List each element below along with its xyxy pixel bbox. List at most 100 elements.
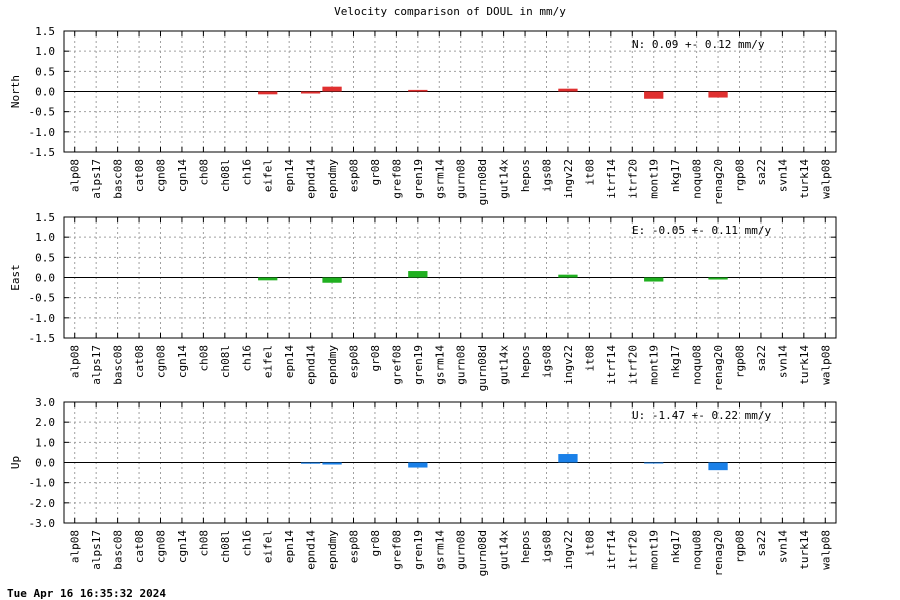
y-axis-label: Up bbox=[9, 456, 22, 469]
x-tick-label: gr08 bbox=[369, 530, 382, 557]
x-tick-label: basc08 bbox=[112, 530, 125, 570]
y-tick-label: 0.5 bbox=[35, 65, 55, 78]
y-tick-label: 0.0 bbox=[35, 272, 55, 285]
x-tick-label: gsrm14 bbox=[433, 345, 446, 385]
x-tick-label: eifel bbox=[262, 345, 275, 378]
y-tick-label: 1.0 bbox=[35, 231, 55, 244]
x-tick-label: turk14 bbox=[798, 530, 811, 570]
bar-mont19 bbox=[644, 277, 664, 282]
x-tick-label: epnd14 bbox=[305, 530, 318, 570]
x-tick-label: noqu08 bbox=[691, 345, 704, 385]
x-tick-label: basc08 bbox=[112, 159, 125, 199]
x-tick-label: nkg17 bbox=[669, 345, 682, 378]
x-tick-label: renag20 bbox=[712, 530, 725, 576]
x-tick-label: esp08 bbox=[348, 159, 361, 192]
x-tick-label: nkg17 bbox=[669, 159, 682, 192]
x-tick-label: cgn08 bbox=[155, 345, 168, 378]
x-tick-label: basc08 bbox=[112, 345, 125, 385]
bar-renag20 bbox=[708, 277, 728, 280]
plot-frame bbox=[63, 401, 837, 524]
x-tick-label: epnd14 bbox=[305, 159, 318, 199]
x-tick-label: gren19 bbox=[412, 159, 425, 199]
stats-annotation: N: 0.09 +- 0.12 mm/y bbox=[632, 38, 765, 51]
x-tick-label: epn14 bbox=[283, 159, 296, 192]
y-tick-label: -1.0 bbox=[29, 477, 56, 490]
x-tick-label: svn14 bbox=[776, 159, 789, 192]
x-tick-label: svn14 bbox=[776, 530, 789, 563]
x-tick-label: gut14x bbox=[498, 159, 511, 199]
bar-ingv22 bbox=[558, 274, 578, 278]
x-tick-label: igs08 bbox=[541, 530, 554, 563]
x-tick-label: sa22 bbox=[755, 345, 768, 372]
x-tick-label: cgn14 bbox=[176, 159, 189, 192]
x-tick-label: ch08 bbox=[197, 159, 210, 186]
x-tick-label: cat08 bbox=[133, 159, 146, 192]
x-tick-label: gut14x bbox=[498, 530, 511, 570]
x-tick-label: itrf20 bbox=[626, 159, 639, 199]
x-tick-label: noqu08 bbox=[691, 530, 704, 570]
x-tick-label: cgn08 bbox=[155, 159, 168, 192]
x-tick-label: igs08 bbox=[541, 345, 554, 378]
y-tick-label: 1.5 bbox=[35, 25, 55, 38]
timestamp-footer: Tue Apr 16 16:35:32 2024 bbox=[7, 587, 166, 600]
bar-gren19 bbox=[408, 462, 428, 468]
x-tick-label: rgp08 bbox=[734, 159, 747, 192]
x-tick-label: gren19 bbox=[412, 345, 425, 385]
x-tick-label: renag20 bbox=[712, 345, 725, 391]
x-tick-label: igs08 bbox=[541, 159, 554, 192]
x-tick-label: walp08 bbox=[819, 159, 832, 199]
x-tick-label: it08 bbox=[583, 530, 596, 557]
x-tick-label: epndmy bbox=[326, 159, 339, 199]
plot-frame bbox=[63, 216, 837, 339]
x-tick-label: itrf14 bbox=[605, 159, 618, 199]
x-tick-label: itrf14 bbox=[605, 530, 618, 570]
x-tick-label: ch08l bbox=[219, 530, 232, 563]
x-tick-label: epndmy bbox=[326, 530, 339, 570]
x-tick-label: gurn08d bbox=[476, 159, 489, 205]
x-tick-label: rgp08 bbox=[734, 530, 747, 563]
x-tick-label: gref08 bbox=[390, 345, 403, 385]
bar-eifel bbox=[258, 277, 278, 281]
x-tick-label: alps17 bbox=[90, 530, 103, 570]
x-tick-label: gurn08d bbox=[476, 345, 489, 391]
y-tick-label: 3.0 bbox=[35, 396, 55, 409]
x-tick-label: gsrm14 bbox=[433, 159, 446, 199]
x-tick-label: epn14 bbox=[283, 345, 296, 378]
y-tick-label: 0.5 bbox=[35, 251, 55, 264]
x-tick-label: cgn14 bbox=[176, 345, 189, 378]
y-tick-label: -1.5 bbox=[29, 332, 56, 345]
x-tick-label: gurn08 bbox=[455, 345, 468, 385]
x-tick-label: cgn08 bbox=[155, 530, 168, 563]
y-tick-label: 2.0 bbox=[35, 416, 55, 429]
x-tick-label: itrf20 bbox=[626, 530, 639, 570]
x-tick-label: itrf20 bbox=[626, 345, 639, 385]
x-tick-label: mont19 bbox=[648, 345, 661, 385]
x-tick-label: mont19 bbox=[648, 530, 661, 570]
x-tick-label: walp08 bbox=[819, 345, 832, 385]
bar-epndmy bbox=[322, 462, 342, 465]
x-tick-label: esp08 bbox=[348, 345, 361, 378]
x-tick-label: ch08 bbox=[197, 345, 210, 372]
bar-renag20 bbox=[708, 91, 728, 98]
x-tick-label: hepos bbox=[519, 159, 532, 192]
y-tick-label: 0.0 bbox=[35, 86, 55, 99]
y-tick-label: 1.0 bbox=[35, 436, 55, 449]
x-tick-label: gref08 bbox=[390, 530, 403, 570]
x-tick-label: sa22 bbox=[755, 530, 768, 557]
y-tick-label: -0.5 bbox=[29, 292, 56, 305]
x-tick-label: epnd14 bbox=[305, 345, 318, 385]
x-tick-label: alp08 bbox=[69, 530, 82, 563]
y-axis-label: East bbox=[9, 264, 22, 291]
bar-mont19 bbox=[644, 91, 664, 99]
x-tick-label: ingv22 bbox=[562, 530, 575, 570]
x-tick-label: ch08l bbox=[219, 345, 232, 378]
x-tick-label: rgp08 bbox=[734, 345, 747, 378]
bar-renag20 bbox=[708, 462, 728, 471]
x-tick-label: ingv22 bbox=[562, 345, 575, 385]
x-tick-label: gurn08d bbox=[476, 530, 489, 576]
x-tick-label: mont19 bbox=[648, 159, 661, 199]
x-tick-label: ingv22 bbox=[562, 159, 575, 199]
plot-frame bbox=[63, 30, 837, 153]
bar-gren19 bbox=[408, 89, 428, 92]
x-tick-label: it08 bbox=[583, 159, 596, 186]
